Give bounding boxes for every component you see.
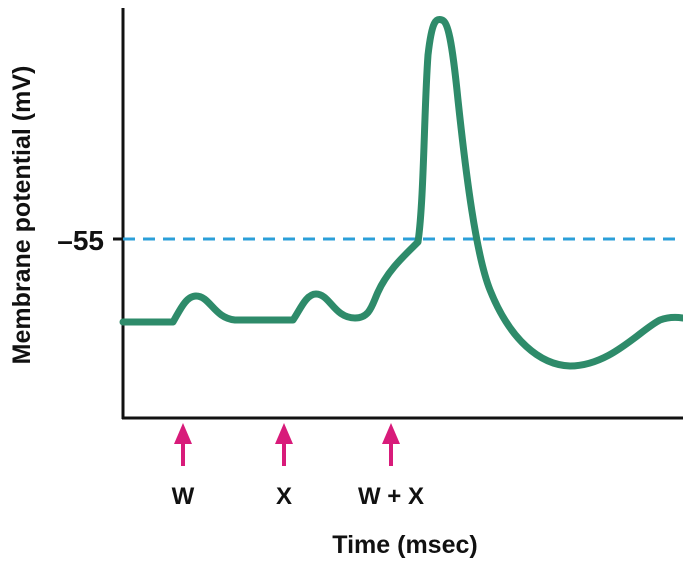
stimulus-label-w: W	[172, 483, 195, 510]
stimulus-arrow-w	[174, 423, 192, 466]
stimulus-arrow-x	[275, 423, 293, 466]
membrane-potential-trace	[119, 16, 683, 370]
x-axis-label: Time (msec)	[332, 531, 477, 559]
stimulus-arrow-w-plus-x	[382, 423, 400, 466]
stimulus-label-x: X	[276, 483, 292, 510]
y-axis-label: Membrane potential (mV)	[8, 66, 36, 365]
threshold-label: –55	[57, 225, 104, 256]
stimulus-label-w-plus-x: W + X	[358, 483, 424, 510]
